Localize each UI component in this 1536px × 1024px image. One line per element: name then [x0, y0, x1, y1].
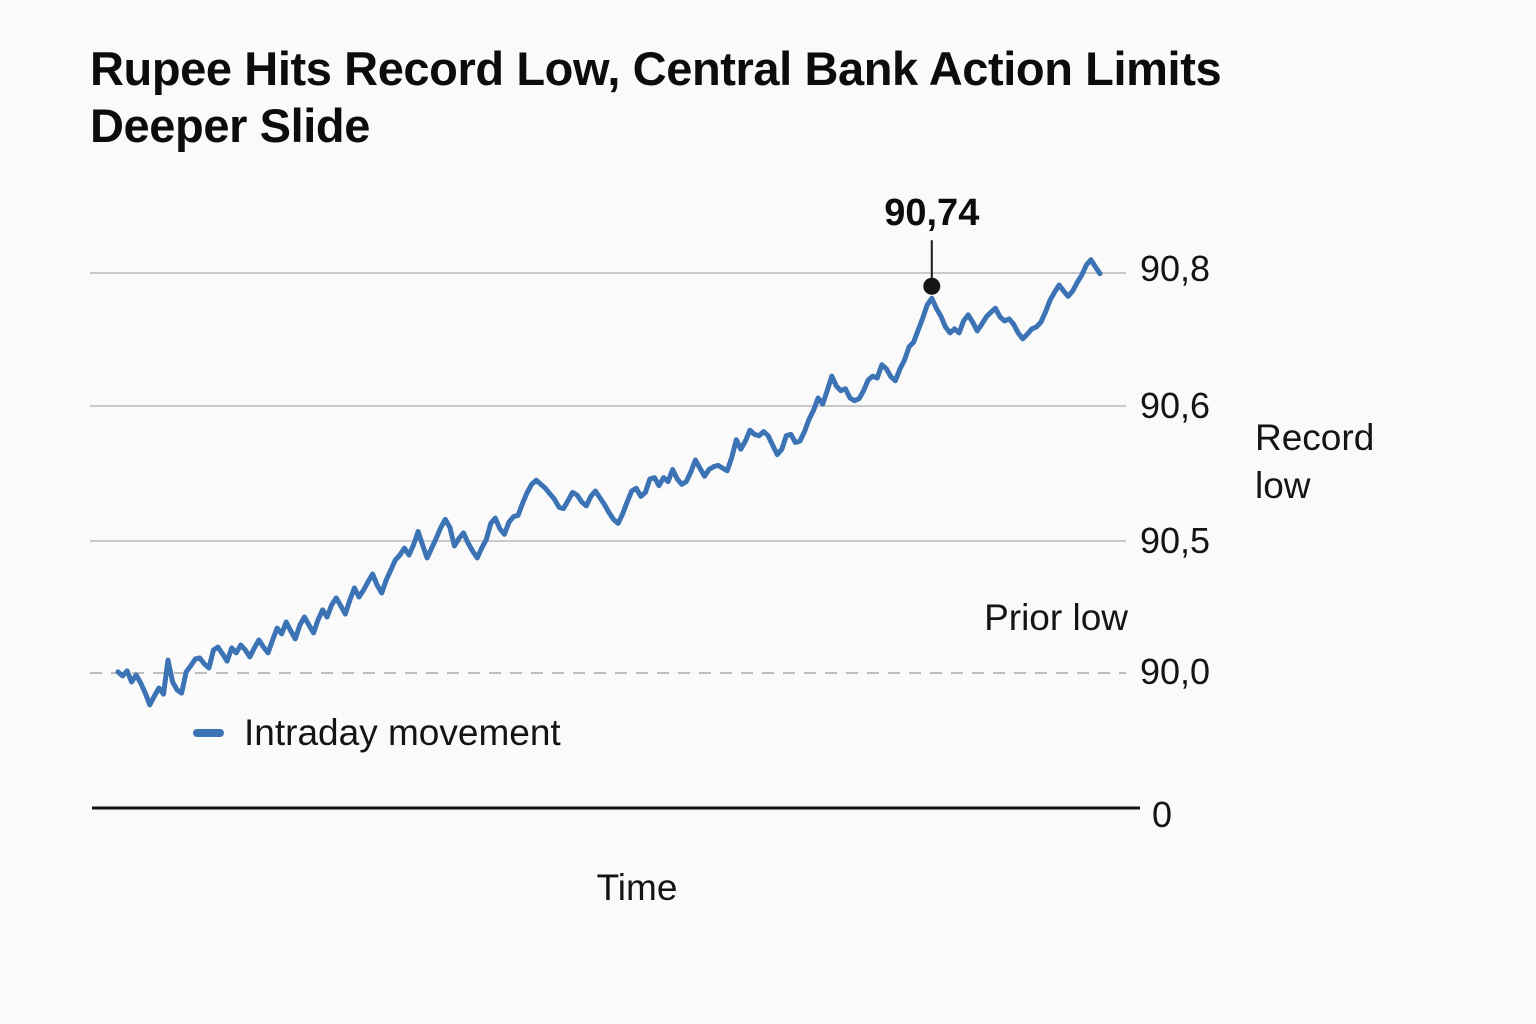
y-tick-90-8: 90,8	[1140, 248, 1211, 289]
x-axis-title: Time	[596, 867, 678, 908]
legend-line-swatch	[193, 729, 224, 737]
legend-label: Intraday movement	[244, 712, 561, 753]
record-low-label: Record low	[1255, 417, 1375, 507]
prior-low-label: Prior low	[984, 597, 1128, 638]
y-tick-90-5: 90,5	[1140, 520, 1211, 561]
chart-title: Rupee Hits Record Low, Central Bank Acti…	[90, 42, 1222, 153]
peak-value-label: 90,74	[884, 192, 980, 235]
y-tick-0: 0	[1152, 794, 1173, 835]
y-tick-90-6: 90,6	[1140, 385, 1211, 426]
legend: Intraday movement	[193, 712, 561, 754]
record-low-annotation	[923, 240, 941, 295]
record-low-marker-dot	[923, 277, 941, 295]
intraday-movement-line	[115, 257, 1103, 708]
gridlines	[90, 272, 1126, 674]
y-tick-90-0: 90,0	[1140, 651, 1211, 692]
